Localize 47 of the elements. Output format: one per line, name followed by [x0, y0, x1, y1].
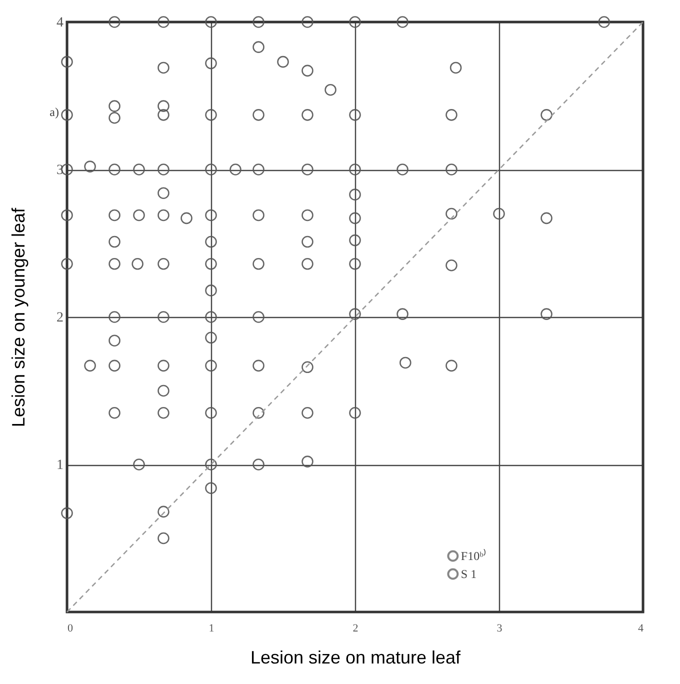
point — [205, 209, 217, 222]
point — [205, 16, 217, 28]
y-axis-title: Lesion size on younger leaf — [8, 206, 28, 428]
point — [158, 406, 170, 419]
y-tick-label: 4 — [56, 16, 64, 30]
x-axis-title: Lesion size on mature leaf — [250, 648, 462, 668]
point — [205, 311, 217, 323]
point — [158, 62, 170, 74]
point — [158, 258, 170, 270]
point — [252, 360, 264, 372]
point — [205, 360, 217, 372]
point — [158, 164, 170, 176]
x-tick-label: 3 — [496, 622, 503, 634]
point — [446, 109, 458, 121]
point — [252, 16, 264, 28]
x-tick-label: 1 — [208, 622, 214, 634]
point — [158, 109, 170, 121]
point — [446, 259, 458, 272]
y-tick-label: 1 — [56, 458, 64, 473]
y-tick-label: 2 — [56, 310, 64, 326]
point — [349, 164, 361, 176]
point — [302, 406, 314, 419]
point — [108, 311, 120, 323]
point — [158, 360, 170, 372]
point — [205, 258, 217, 270]
point — [302, 109, 314, 121]
point — [252, 164, 264, 176]
text: a) — [50, 105, 59, 119]
legend-label: F10ᵇ⁾ — [460, 549, 486, 563]
legend-label: S 1 — [460, 567, 477, 581]
point — [133, 164, 145, 176]
x-tick-label: 4 — [638, 622, 644, 634]
point — [302, 164, 314, 176]
x-tick-label: 0 — [68, 622, 74, 634]
point — [61, 258, 73, 270]
point — [396, 164, 408, 176]
point — [158, 311, 170, 323]
x-tick-label: 2 — [352, 622, 358, 634]
point — [108, 209, 120, 222]
point — [158, 209, 170, 222]
y-tick-label: 3 — [56, 163, 64, 178]
point — [205, 164, 217, 176]
point — [252, 311, 264, 323]
point — [302, 64, 314, 77]
point — [302, 16, 314, 28]
point — [158, 16, 170, 28]
point — [252, 109, 264, 121]
